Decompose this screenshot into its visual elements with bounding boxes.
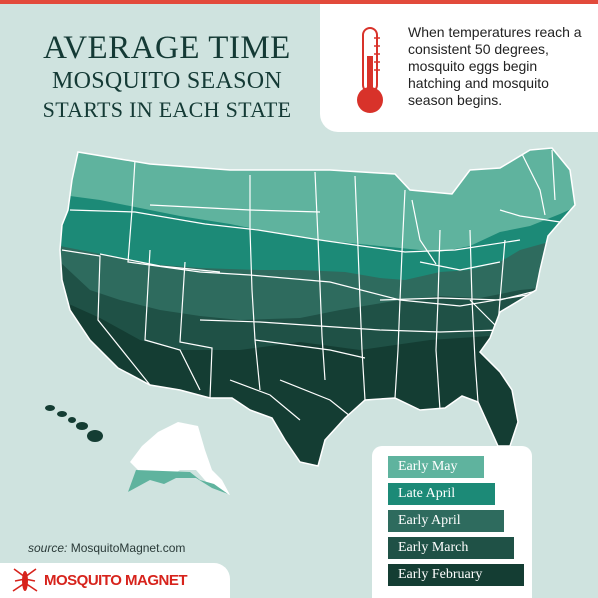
legend-item-early-april: Early April xyxy=(388,510,504,532)
hawaii xyxy=(45,405,103,442)
info-callout: When temperatures reach a consistent 50 … xyxy=(320,4,598,132)
callout-text: When temperatures reach a consistent 50 … xyxy=(408,24,582,108)
source-credit: source: MosquitoMagnet.com xyxy=(28,541,185,555)
legend-item-early-february: Early February xyxy=(388,564,524,586)
legend-label: Early May xyxy=(398,459,458,474)
alaska xyxy=(128,422,230,495)
legend-label: Early April xyxy=(398,513,461,528)
brand-name: MOSQUITO MAGNET xyxy=(44,572,188,589)
brand-logo: MOSQUITO MAGNET xyxy=(0,563,230,598)
legend-label: Late April xyxy=(398,486,456,501)
legend-label: Early March xyxy=(398,540,469,555)
legend-item-early-may: Early May xyxy=(388,456,484,478)
page-title: AVERAGE TIME MOSQUITO SEASON STARTS IN E… xyxy=(22,30,312,124)
title-line-1: AVERAGE TIME xyxy=(43,30,291,66)
legend-item-early-march: Early March xyxy=(388,537,514,559)
title-line-2: MOSQUITO SEASON xyxy=(51,68,283,94)
legend-item-late-april: Late April xyxy=(388,483,495,505)
top-accent-bar xyxy=(0,0,598,4)
title-line-3: STARTS IN EACH STATE xyxy=(42,97,292,122)
source-label: source: xyxy=(28,541,68,555)
source-link[interactable]: MosquitoMagnet.com xyxy=(70,541,186,555)
legend-label: Early February xyxy=(398,567,483,582)
us-outline xyxy=(59,147,576,467)
state-borders xyxy=(61,149,561,421)
mosquito-icon xyxy=(12,568,38,592)
thermometer-icon xyxy=(357,27,383,113)
legend: Early May Late April Early April Early M… xyxy=(372,446,532,598)
